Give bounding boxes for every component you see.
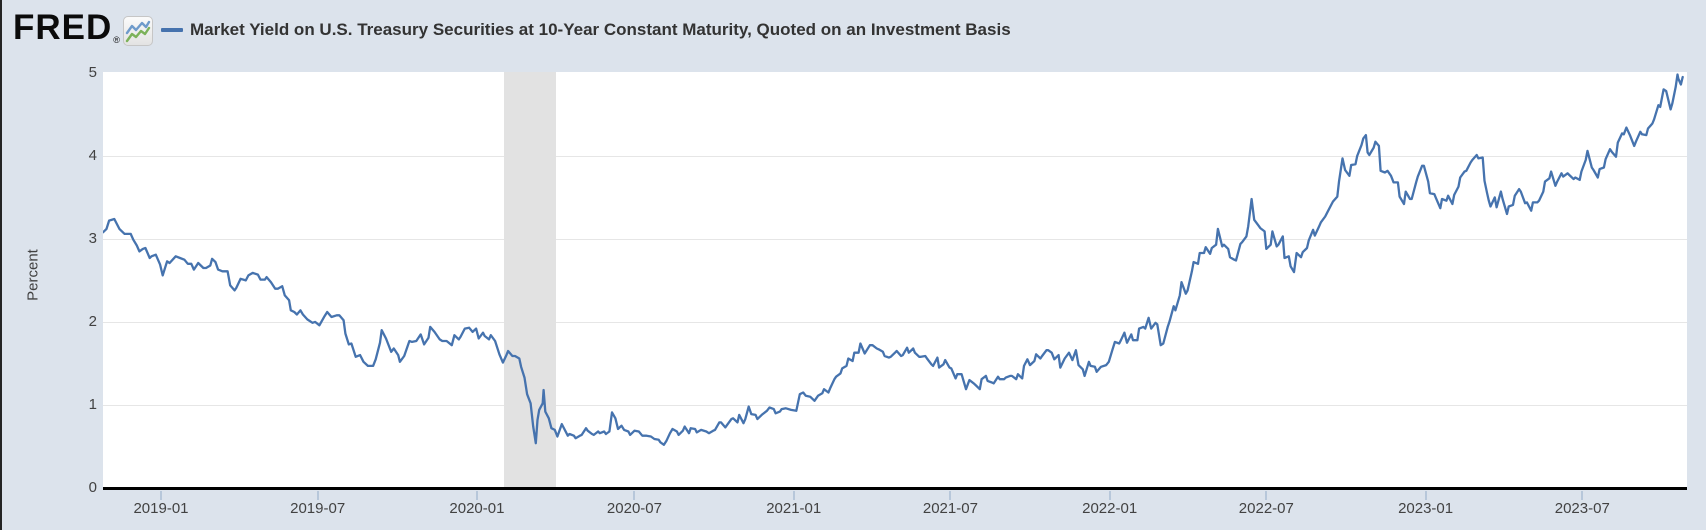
y-tick-label: 4 [88, 146, 97, 164]
fred-logo-wordmark: FRED [13, 8, 113, 47]
x-tick-mark [1265, 491, 1268, 500]
series-line [103, 73, 1684, 446]
x-tick-label: 2021-01 [766, 500, 822, 517]
plot-area[interactable] [103, 72, 1687, 488]
x-tick-label: 2020-07 [606, 500, 662, 517]
window-edge [0, 0, 2, 530]
gridline [103, 155, 1687, 157]
x-tick-label: 2020-01 [449, 500, 505, 517]
legend-series-label: Market Yield on U.S. Treasury Securities… [190, 20, 1011, 39]
graph-header: FRED ® Market Yield on U.S. Treasury Secu… [0, 0, 1706, 56]
x-tick-label: 2023-01 [1398, 500, 1454, 517]
x-tick-label: 2022-01 [1082, 500, 1138, 517]
x-axis-line [103, 487, 1687, 490]
legend-color-line [161, 28, 183, 32]
x-tick-label: 2019-01 [133, 500, 189, 517]
x-tick-label: 2021-07 [922, 500, 978, 517]
x-tick-mark [1581, 491, 1584, 500]
x-tick-label: 2023-07 [1554, 500, 1610, 517]
x-tick-mark [1108, 491, 1111, 500]
gridline [103, 404, 1687, 406]
x-tick-label: 2022-07 [1238, 500, 1294, 517]
y-tick-label: 5 [88, 63, 97, 81]
y-axis-title: Percent [24, 249, 42, 301]
recession-band [503, 72, 556, 488]
x-tick-mark [316, 491, 319, 500]
y-tick-label: 2 [88, 312, 97, 330]
fred-logo[interactable]: FRED ® [13, 8, 120, 47]
y-tick-label: 0 [88, 479, 97, 496]
x-tick-mark [792, 491, 795, 500]
fred-sparkline-icon [123, 16, 153, 46]
y-tick-label: 1 [88, 395, 97, 413]
fred-registered-mark: ® [113, 35, 120, 45]
x-tick-mark [633, 491, 636, 500]
x-tick-mark [159, 491, 162, 500]
gridline [103, 238, 1687, 240]
x-tick-mark [1424, 491, 1427, 500]
y-tick-label: 3 [88, 229, 97, 247]
x-tick-label: 2019-07 [290, 500, 346, 517]
gridline [103, 321, 1687, 323]
series-line-path [103, 73, 1684, 446]
x-tick-mark [475, 491, 478, 500]
legend-item[interactable]: Market Yield on U.S. Treasury Securities… [161, 16, 1011, 44]
sparkline-icon-graphic [125, 20, 151, 43]
x-tick-mark [949, 491, 952, 500]
